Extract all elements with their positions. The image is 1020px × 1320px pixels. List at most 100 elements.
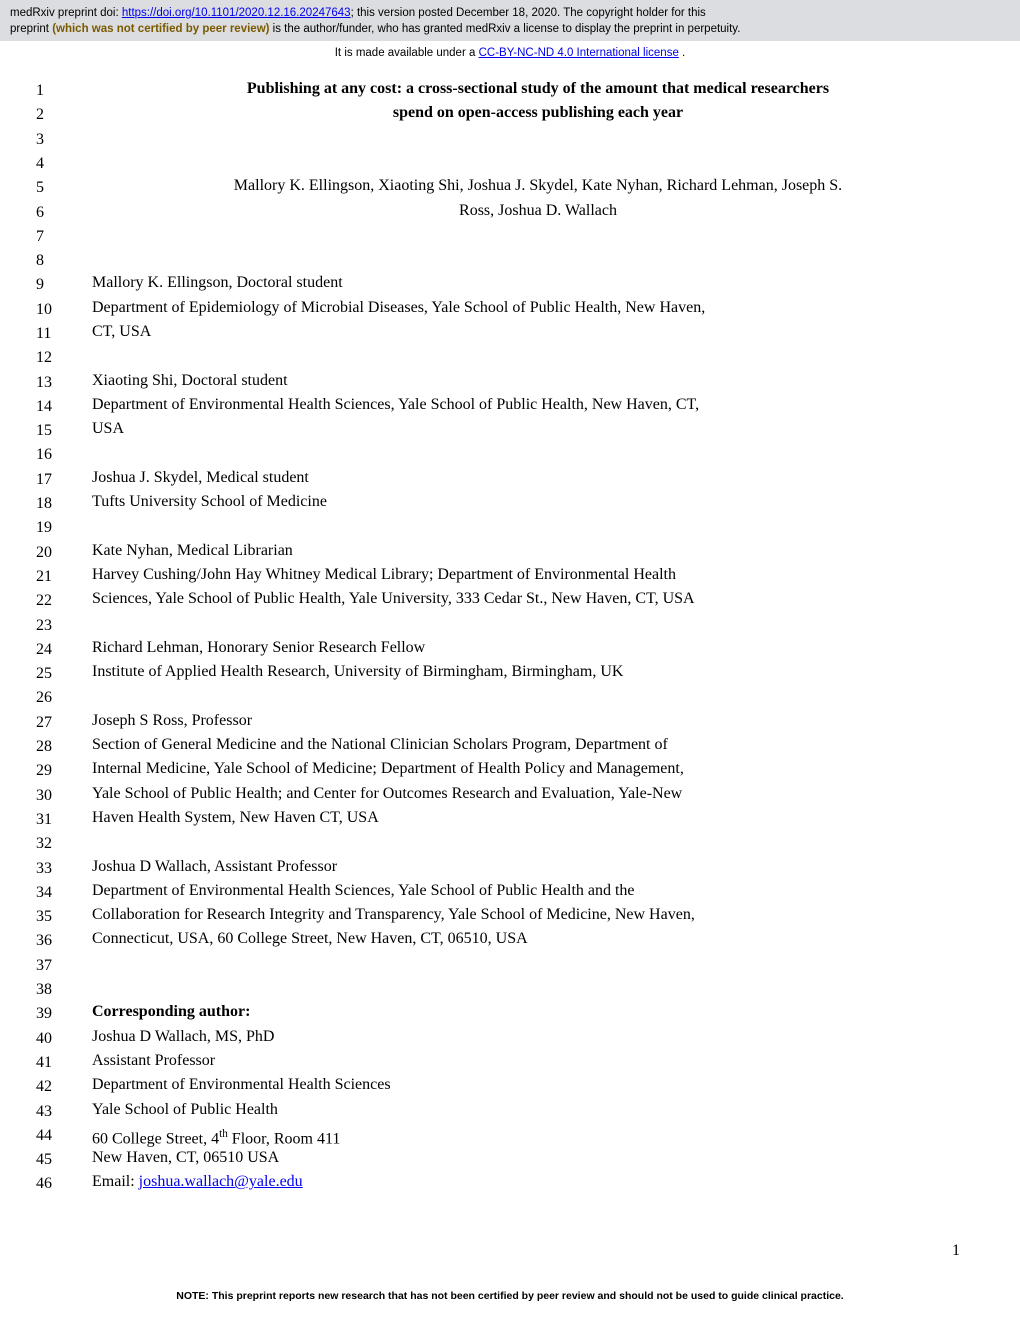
- affiliation-line: Joshua J. Skydel, Medical student: [92, 466, 984, 490]
- affiliation-line: Department of Epidemiology of Microbial …: [92, 296, 984, 320]
- affiliation-line: Institute of Applied Health Research, Un…: [92, 660, 984, 684]
- line-number: 6: [36, 201, 92, 225]
- line-number: 20: [36, 541, 92, 565]
- banner-text: preprint: [10, 23, 52, 35]
- line-number: 19: [36, 516, 92, 540]
- line-number: 24: [36, 638, 92, 662]
- affiliation-line: Mallory K. Ellingson, Doctoral student: [92, 271, 984, 295]
- line-number: 22: [36, 589, 92, 613]
- affiliation-line: Collaboration for Research Integrity and…: [92, 903, 984, 927]
- line-number: 5: [36, 176, 92, 200]
- affiliation-line: Kate Nyhan, Medical Librarian: [92, 539, 984, 563]
- license-line: It is made available under a CC-BY-NC-ND…: [0, 47, 1020, 59]
- affiliation-line: Xiaoting Shi, Doctoral student: [92, 369, 984, 393]
- blank-line: [92, 126, 984, 150]
- license-prefix: It is made available under a: [335, 47, 479, 59]
- corresponding-email-line: Email: joshua.wallach@yale.edu: [92, 1170, 984, 1194]
- license-link[interactable]: CC-BY-NC-ND 4.0 International license: [479, 47, 679, 59]
- paper-title-line1: Publishing at any cost: a cross-sectiona…: [92, 77, 984, 101]
- corresponding-author-heading: Corresponding author:: [92, 1000, 984, 1024]
- line-number: 2: [36, 103, 92, 127]
- email-label: Email:: [92, 1173, 139, 1190]
- address-part: 60 College Street, 4: [92, 1130, 219, 1147]
- affiliation-line: Section of General Medicine and the Nati…: [92, 733, 984, 757]
- line-number: 7: [36, 225, 92, 249]
- blank-line: [92, 612, 984, 636]
- doi-link[interactable]: https://doi.org/10.1101/2020.12.16.20247…: [122, 7, 351, 19]
- blank-line: [92, 441, 984, 465]
- affiliation-line: Department of Environmental Health Scien…: [92, 879, 984, 903]
- line-number: 35: [36, 905, 92, 929]
- affiliation-line: Richard Lehman, Honorary Senior Research…: [92, 636, 984, 660]
- email-link[interactable]: joshua.wallach@yale.edu: [139, 1173, 303, 1190]
- line-number: 41: [36, 1051, 92, 1075]
- affiliation-line: Connecticut, USA, 60 College Street, New…: [92, 927, 984, 951]
- banner-text: medRxiv preprint doi:: [10, 7, 122, 19]
- affiliation-line: CT, USA: [92, 320, 984, 344]
- banner-text: is the author/funder, who has granted me…: [269, 23, 740, 35]
- banner-line1: medRxiv preprint doi: https://doi.org/10…: [10, 6, 1010, 22]
- line-number: 30: [36, 784, 92, 808]
- line-number: 26: [36, 686, 92, 710]
- line-number: 27: [36, 711, 92, 735]
- blank-line: [92, 514, 984, 538]
- line-number: 29: [36, 759, 92, 783]
- affiliation-line: Yale School of Public Health; and Center…: [92, 782, 984, 806]
- blank-line: [92, 952, 984, 976]
- line-number: 45: [36, 1148, 92, 1172]
- line-number: 17: [36, 468, 92, 492]
- author-list-line1: Mallory K. Ellingson, Xiaoting Shi, Josh…: [92, 174, 984, 198]
- line-number: 16: [36, 443, 92, 467]
- address-part: Floor, Room 411: [228, 1130, 341, 1147]
- line-number-gutter: 1 2 3 4 5 6 7 8 9 10 11 12 13 14 15 16 1…: [36, 77, 92, 1197]
- line-number: 32: [36, 832, 92, 856]
- line-number: 12: [36, 346, 92, 370]
- corresponding-line: New Haven, CT, 06510 USA: [92, 1146, 984, 1170]
- line-number: 33: [36, 857, 92, 881]
- blank-line: [92, 830, 984, 854]
- license-suffix: .: [679, 47, 685, 59]
- line-number: 21: [36, 565, 92, 589]
- affiliation-line: Harvey Cushing/John Hay Whitney Medical …: [92, 563, 984, 587]
- affiliation-line: Joshua D Wallach, Assistant Professor: [92, 855, 984, 879]
- blank-line: [92, 223, 984, 247]
- line-number: 28: [36, 735, 92, 759]
- line-number: 46: [36, 1172, 92, 1196]
- line-number: 10: [36, 298, 92, 322]
- blank-line: [92, 684, 984, 708]
- line-number: 44: [36, 1124, 92, 1148]
- corresponding-line: Joshua D Wallach, MS, PhD: [92, 1025, 984, 1049]
- affiliation-line: Haven Health System, New Haven CT, USA: [92, 806, 984, 830]
- page-number: 1: [952, 1242, 960, 1260]
- line-number: 37: [36, 954, 92, 978]
- paper-title-line2: spend on open-access publishing each yea…: [92, 101, 984, 125]
- line-number: 14: [36, 395, 92, 419]
- peer-review-note: (which was not certified by peer review): [52, 23, 269, 35]
- author-list-line2: Ross, Joshua D. Wallach: [92, 199, 984, 223]
- blank-line: [92, 976, 984, 1000]
- line-number: 11: [36, 322, 92, 346]
- ordinal-sup: th: [219, 1128, 228, 1140]
- affiliation-line: Department of Environmental Health Scien…: [92, 393, 984, 417]
- line-number: 34: [36, 881, 92, 905]
- preprint-banner: medRxiv preprint doi: https://doi.org/10…: [0, 0, 1020, 41]
- banner-line2: preprint (which was not certified by pee…: [10, 22, 1010, 38]
- blank-line: [92, 247, 984, 271]
- affiliation-line: Internal Medicine, Yale School of Medici…: [92, 757, 984, 781]
- line-number: 1: [36, 79, 92, 103]
- page-body: 1 2 3 4 5 6 7 8 9 10 11 12 13 14 15 16 1…: [0, 77, 1020, 1197]
- line-number: 40: [36, 1027, 92, 1051]
- line-number: 15: [36, 419, 92, 443]
- affiliation-line: Tufts University School of Medicine: [92, 490, 984, 514]
- line-number: 31: [36, 808, 92, 832]
- line-number: 36: [36, 929, 92, 953]
- affiliation-line: USA: [92, 417, 984, 441]
- corresponding-line: 60 College Street, 4th Floor, Room 411: [92, 1122, 984, 1146]
- line-number: 43: [36, 1100, 92, 1124]
- line-number: 4: [36, 152, 92, 176]
- corresponding-line: Yale School of Public Health: [92, 1098, 984, 1122]
- blank-line: [92, 150, 984, 174]
- banner-text: ; this version posted December 18, 2020.…: [351, 7, 706, 19]
- line-number: 39: [36, 1002, 92, 1026]
- line-number: 3: [36, 128, 92, 152]
